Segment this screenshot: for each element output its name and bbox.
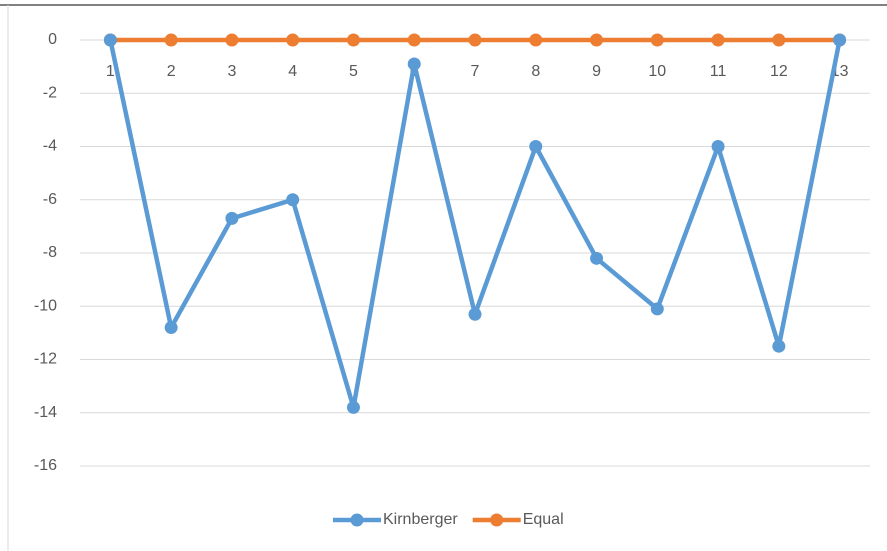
x-tick-label: 10: [648, 63, 666, 80]
series-marker: [590, 33, 604, 47]
legend-label: Equal: [523, 511, 564, 528]
series-marker: [346, 400, 360, 414]
x-tick-label: 3: [227, 63, 236, 80]
y-tick-label: 0: [48, 31, 57, 48]
series-marker: [468, 33, 482, 47]
y-tick-label: -6: [43, 191, 57, 208]
series-marker: [286, 193, 300, 207]
series-marker: [590, 251, 604, 265]
y-tick-label: -10: [34, 297, 57, 314]
series-marker: [103, 33, 117, 47]
x-tick-label: 9: [592, 63, 601, 80]
x-tick-label: 8: [531, 63, 540, 80]
legend-marker: [350, 513, 364, 527]
series-marker: [833, 33, 847, 47]
legend-label: Kirnberger: [383, 511, 458, 528]
series-marker: [468, 307, 482, 321]
series-marker: [225, 211, 239, 225]
series-marker: [711, 140, 725, 153]
series-marker: [407, 57, 421, 71]
series-marker: [225, 33, 239, 47]
legend-marker: [490, 513, 504, 527]
y-tick-label: -2: [43, 84, 57, 101]
series-marker: [711, 33, 725, 47]
y-tick-label: -16: [34, 457, 57, 474]
x-tick-label: 2: [167, 63, 176, 80]
y-tick-label: -4: [43, 138, 57, 155]
series-marker: [286, 33, 300, 47]
y-tick-label: -14: [34, 404, 57, 421]
y-tick-label: -8: [43, 244, 57, 261]
series-marker: [407, 33, 421, 47]
series-marker: [772, 339, 786, 353]
series-marker: [650, 302, 664, 316]
series-line: [108, 39, 842, 410]
x-tick-label: 7: [471, 63, 480, 80]
x-tick-label: 4: [288, 63, 297, 80]
x-tick-label: 12: [770, 63, 788, 80]
series-marker: [164, 33, 178, 47]
series-marker: [772, 33, 786, 47]
series-marker: [650, 33, 664, 47]
series-marker: [529, 140, 543, 153]
series-marker: [164, 321, 178, 335]
x-tick-label: 5: [349, 63, 358, 80]
series-marker: [529, 33, 543, 47]
x-tick-label: 11: [710, 63, 727, 80]
y-tick-label: -12: [34, 351, 57, 368]
x-tick-label: 1: [106, 63, 115, 80]
series-marker: [346, 33, 360, 47]
